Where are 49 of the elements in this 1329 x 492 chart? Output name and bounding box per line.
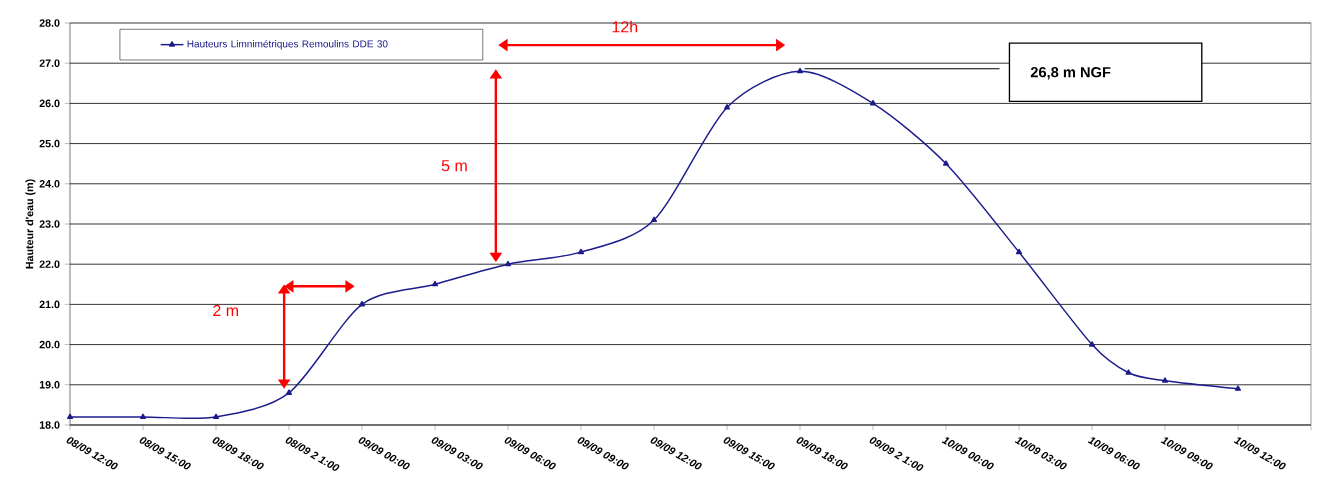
- point: [285, 389, 293, 395]
- y-tick-label: 22.0: [39, 260, 60, 268]
- point: [431, 280, 439, 287]
- point: [212, 413, 220, 420]
- point: [139, 413, 147, 420]
- x-tick-label: 09/09 00:00: [358, 437, 410, 470]
- y-tick-label: 28.0: [39, 19, 60, 27]
- x-tick-label: 09/09 06:00: [504, 437, 556, 470]
- point: [358, 300, 366, 307]
- y-tick-label: 26.0: [39, 99, 60, 108]
- x-tick-label: 08/09 12:00: [66, 437, 118, 470]
- x-tick-label: 08/09 2 1:00: [285, 437, 340, 471]
- x-tick-label: 08/09 15:00: [139, 437, 191, 470]
- point: [869, 99, 877, 106]
- annotation: 5 m: [441, 160, 467, 172]
- y-tick-label: 24.0: [39, 180, 60, 188]
- y-tick-label: 20.0: [39, 340, 60, 349]
- x-tick-label: 08/09 18:00: [212, 437, 264, 470]
- y-axis-title: Hauteur d'eau (m): [25, 179, 36, 269]
- legend-label: Hauteurs Limnimétriques Remoulins DDE 30: [187, 39, 388, 50]
- y-tick-label: 21.0: [39, 300, 60, 309]
- y-tick-label: 23.0: [39, 220, 60, 228]
- point: [1015, 248, 1023, 255]
- x-tick-label: 09/09 18:00: [796, 437, 848, 470]
- point: [942, 160, 950, 166]
- y-tick-label: 18.0: [39, 421, 60, 429]
- y-tick-label: 27.0: [39, 59, 60, 67]
- y-tick-label: 25.0: [39, 139, 60, 148]
- point: [66, 413, 74, 420]
- x-tick-label: 09/09 09:00: [577, 437, 629, 470]
- x-tick-label: 10/09 09:00: [1160, 437, 1213, 470]
- point: [504, 260, 512, 267]
- annotation: 12h: [612, 20, 638, 33]
- point: [577, 248, 585, 255]
- x-tick-label: 09/09 2 1:00: [869, 437, 924, 471]
- x-tick-label: 09/09 03:00: [431, 437, 483, 470]
- annotation: 2 m: [213, 304, 239, 316]
- point: [723, 104, 731, 110]
- point: [796, 67, 804, 74]
- point: [1088, 341, 1096, 347]
- annotation: 26,8 m NGF: [1030, 67, 1111, 80]
- x-tick-label: 09/09 12:00: [650, 437, 702, 470]
- x-tick-label: 10/09 12:00: [1233, 437, 1286, 470]
- x-tick-label: 10/09 06:00: [1087, 437, 1140, 470]
- x-tick-label: 09/09 15:00: [723, 437, 775, 470]
- x-tick-label: 10/09 00:00: [941, 437, 994, 470]
- point: [650, 216, 658, 223]
- x-tick-label: 10/09 03:00: [1014, 437, 1067, 470]
- y-tick-label: 19.0: [39, 381, 60, 389]
